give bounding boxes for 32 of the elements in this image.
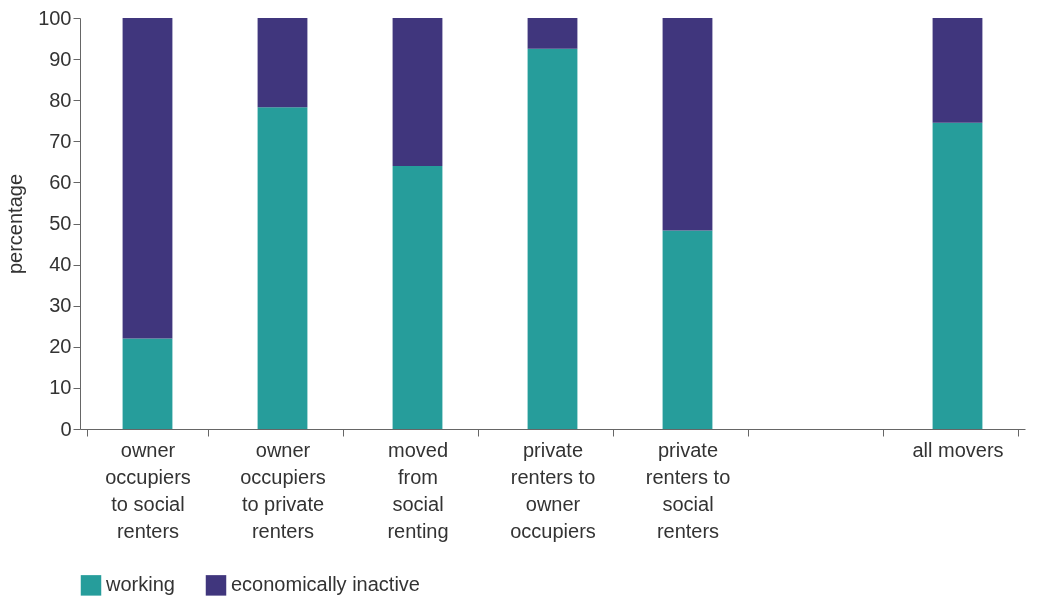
bar <box>932 18 983 123</box>
y-tick-label: 80 <box>49 88 72 111</box>
y-axis-title: percentage <box>4 173 27 275</box>
bar <box>662 18 713 231</box>
x-tick-label: moved from social renting <box>387 438 449 542</box>
bar <box>527 18 578 49</box>
y-tick-label: 70 <box>49 129 72 152</box>
bar <box>932 122 983 429</box>
y-tick-label: 90 <box>49 47 72 70</box>
bar <box>257 107 308 429</box>
x-tick-label: private renters to social renters <box>645 438 731 542</box>
y-tick-label: 100 <box>38 6 72 29</box>
bar <box>662 230 713 429</box>
y-tick-label: 0 <box>60 417 72 440</box>
x-tick-label: all movers <box>912 438 1004 461</box>
legend-label: economically inactive <box>231 573 420 596</box>
y-tick-label: 60 <box>49 170 72 193</box>
bar <box>122 338 173 429</box>
y-tick-label: 40 <box>49 253 72 276</box>
y-tick-label: 10 <box>49 376 72 399</box>
legend-label: working <box>105 573 175 596</box>
y-tick-label: 50 <box>49 212 72 234</box>
x-tick-label: owner occupiers to social renters <box>105 438 191 542</box>
bar <box>392 18 443 166</box>
y-tick-label: 30 <box>49 294 72 317</box>
bar <box>527 48 578 429</box>
y-tick-label: 20 <box>49 335 72 358</box>
bar <box>392 165 443 429</box>
x-tick-label: owner occupiers to private renters <box>240 438 326 542</box>
bar <box>122 18 173 339</box>
x-tick-label: private renters to owner occupiers <box>510 438 596 542</box>
bar <box>257 18 308 108</box>
